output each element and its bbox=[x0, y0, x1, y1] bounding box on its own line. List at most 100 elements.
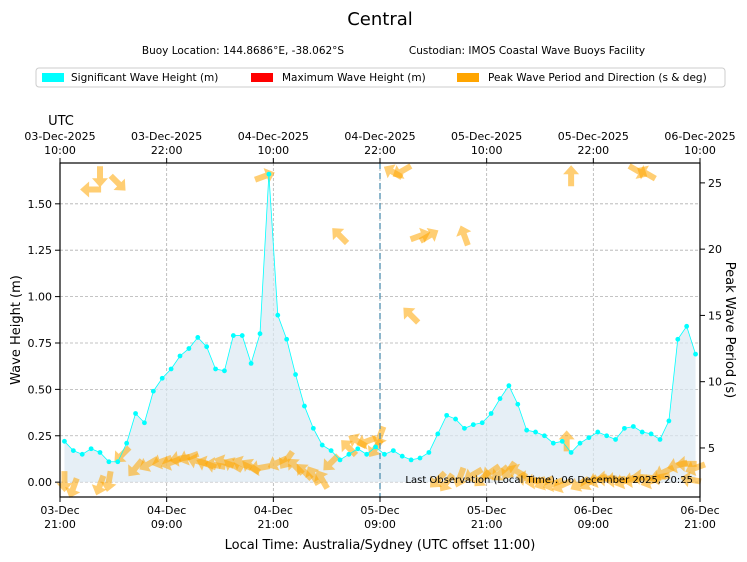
wave-height-point bbox=[622, 425, 627, 431]
x-tick-label-time: 21:00 bbox=[257, 518, 289, 531]
wave-height-point bbox=[613, 437, 618, 442]
wave-height-point bbox=[675, 336, 681, 342]
x-tick-label-date: 04-Dec bbox=[254, 504, 293, 517]
direction-arrow bbox=[204, 456, 226, 473]
y-tick-label-right: 15 bbox=[708, 309, 722, 322]
wave-height-point bbox=[470, 422, 476, 428]
utc-tick-label-time: 10:00 bbox=[684, 144, 716, 157]
wave-height-point bbox=[97, 450, 103, 455]
wave-height-point bbox=[293, 372, 298, 377]
utc-tick-label-time: 22:00 bbox=[577, 144, 609, 157]
wave-height-point bbox=[515, 401, 521, 407]
direction-arrow bbox=[278, 449, 295, 469]
y-tick-label-right: 5 bbox=[708, 442, 715, 455]
direction-arrow bbox=[249, 460, 271, 477]
wave-height-fill bbox=[64, 174, 696, 483]
direction-arrow bbox=[418, 227, 439, 244]
y-axis-label-left: Wave Height (m) bbox=[9, 275, 24, 385]
wave-height-point bbox=[70, 448, 76, 454]
direction-arrow bbox=[534, 475, 555, 491]
wave-height-point bbox=[186, 346, 192, 351]
wave-height-point bbox=[337, 457, 343, 463]
wave-height-point bbox=[462, 425, 467, 431]
wave-height-point bbox=[284, 336, 290, 342]
wave-height-point bbox=[275, 312, 281, 318]
y-tick-label-right: 10 bbox=[708, 376, 722, 389]
direction-arrow bbox=[456, 225, 472, 247]
chart-title: Central bbox=[347, 9, 413, 30]
wave-height-point bbox=[479, 420, 485, 426]
fill-layer bbox=[64, 174, 696, 483]
direction-arrow bbox=[80, 181, 102, 198]
direction-arrow bbox=[91, 474, 107, 496]
wave-height-point bbox=[435, 431, 441, 437]
wave-height-point bbox=[373, 444, 378, 450]
y-tick-label-left: 0.00 bbox=[28, 476, 53, 489]
x-tick-label-time: 21:00 bbox=[684, 518, 716, 531]
wave-height-point bbox=[213, 366, 218, 372]
utc-tick-label-date: 04-Dec-2025 bbox=[344, 130, 415, 143]
direction-arrow bbox=[108, 173, 126, 191]
direction-arrow bbox=[392, 163, 413, 179]
wave-height-point bbox=[328, 448, 334, 454]
wave-height-point bbox=[568, 450, 574, 455]
legend-swatch-maximum bbox=[251, 73, 273, 82]
x-tick-label-date: 06-Dec bbox=[680, 504, 719, 517]
utc-tick-label-time: 10:00 bbox=[44, 144, 76, 157]
x-tick-label-date: 04-Dec bbox=[147, 504, 186, 517]
wave-height-point bbox=[142, 420, 147, 426]
direction-arrow bbox=[501, 460, 518, 480]
wave-height-point bbox=[150, 388, 156, 394]
wave-height-point bbox=[115, 459, 121, 465]
y-tick-label-left: 1.00 bbox=[28, 291, 53, 304]
utc-tick-label-date: 03-Dec-2025 bbox=[131, 130, 202, 143]
wave-height-point bbox=[319, 442, 325, 448]
wave-height-point bbox=[222, 368, 227, 374]
direction-arrow bbox=[631, 468, 653, 485]
wave-height-point bbox=[542, 433, 547, 439]
direction-arrow bbox=[595, 470, 617, 487]
wave-height-point bbox=[577, 440, 583, 446]
wave-height-point bbox=[239, 333, 245, 338]
wave-height-point bbox=[346, 451, 352, 457]
wave-height-point bbox=[266, 171, 272, 177]
direction-arrow bbox=[128, 458, 145, 477]
wave-height-point bbox=[159, 375, 165, 381]
direction-arrow bbox=[100, 470, 117, 492]
wave-height-point bbox=[248, 361, 254, 366]
legend-swatch-peak bbox=[457, 73, 479, 82]
direction-arrow bbox=[296, 464, 314, 482]
wave-height-point bbox=[586, 435, 592, 441]
x-tick-label-date: 05-Dec bbox=[360, 504, 399, 517]
legend-swatch-significant bbox=[42, 73, 64, 82]
last-observation-note: Last Observation (Local Time): 06 Decemb… bbox=[405, 475, 693, 486]
x-tick-label-time: 09:00 bbox=[577, 518, 609, 531]
direction-arrow bbox=[558, 430, 575, 452]
direction-arrow bbox=[314, 470, 330, 490]
direction-arrow bbox=[267, 455, 289, 471]
utc-tick-label-time: 10:00 bbox=[471, 144, 503, 157]
wave-height-point bbox=[257, 331, 263, 337]
legend-label-significant: Significant Wave Height (m) bbox=[71, 72, 218, 84]
wave-height-point bbox=[79, 451, 85, 457]
legend-frame bbox=[35, 67, 726, 88]
direction-arrow bbox=[524, 473, 546, 490]
direction-arrow bbox=[552, 478, 573, 494]
y-tick-label-left: 0.50 bbox=[28, 383, 53, 396]
wave-height-point bbox=[648, 431, 654, 437]
x-axis-label: Local Time: Australia/Sydney (UTC offset… bbox=[225, 538, 536, 553]
utc-tick-label-time: 22:00 bbox=[364, 144, 396, 157]
wave-height-point bbox=[195, 335, 201, 340]
y-tick-label-left: 0.75 bbox=[28, 337, 53, 350]
direction-arrow bbox=[332, 228, 350, 246]
direction-arrow bbox=[570, 476, 591, 492]
wave-height-point bbox=[488, 411, 494, 416]
direction-arrow bbox=[223, 457, 244, 473]
y-axis-label-right: Peak Wave Period (s) bbox=[722, 262, 737, 398]
direction-arrow bbox=[65, 477, 81, 499]
utc-tick-label-date: 06-Dec-2025 bbox=[664, 130, 735, 143]
wave-height-point bbox=[550, 440, 556, 446]
direction-arrow bbox=[451, 466, 467, 488]
direction-arrow bbox=[542, 476, 564, 492]
wave-height-point bbox=[177, 353, 183, 359]
